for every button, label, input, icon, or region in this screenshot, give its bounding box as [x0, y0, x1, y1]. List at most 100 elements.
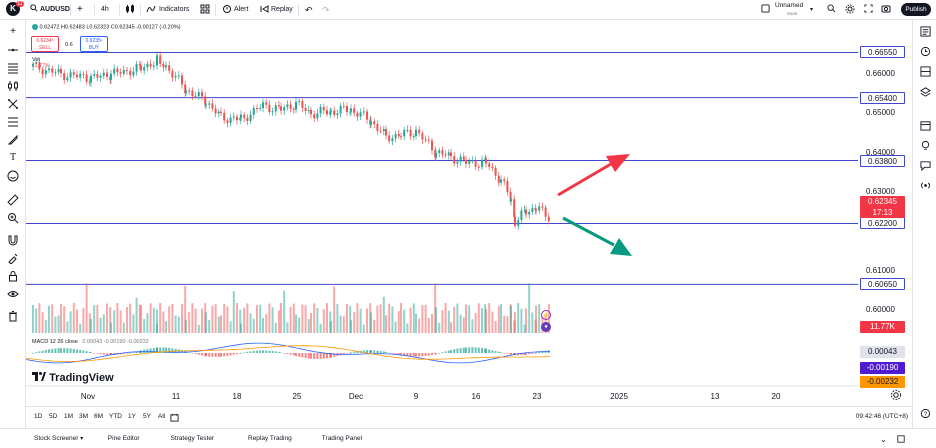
date-range-6m[interactable]: 6M: [94, 413, 104, 420]
redo-icon[interactable]: ↷: [322, 5, 330, 15]
volume-bar: [208, 319, 211, 333]
panel-tab-strategy-tester[interactable]: Strategy Tester: [170, 435, 215, 442]
emoji-icon[interactable]: [7, 170, 19, 182]
time-tick-label: 2025: [610, 392, 628, 401]
quick-search-icon[interactable]: [827, 4, 836, 16]
add-symbol-icon[interactable]: +: [77, 4, 83, 15]
layout-dropdown-icon[interactable]: ▾: [810, 7, 814, 13]
streams-icon[interactable]: [919, 180, 931, 192]
candle-body: [135, 64, 138, 72]
macd-histogram-bar: [481, 347, 483, 353]
help-icon[interactable]: ?: [919, 408, 931, 420]
buy-button[interactable]: 0.6235¹ BUY: [80, 36, 108, 52]
undo-icon[interactable]: ↶: [305, 5, 313, 15]
stay-in-drawing-mode-icon[interactable]: [7, 252, 19, 265]
volume-bar: [339, 315, 342, 333]
watchlist-icon[interactable]: [919, 26, 931, 38]
clock-timezone[interactable]: 09:42:46 (UTC+8): [855, 413, 908, 420]
interval-button[interactable]: 4h: [101, 6, 109, 13]
date-range-3m[interactable]: 3M: [79, 413, 89, 420]
collapse-panel-icon[interactable]: ⌄: [880, 435, 887, 444]
chart-settings-gear-icon[interactable]: [890, 389, 906, 403]
candle-body: [523, 209, 526, 211]
date-range-1d[interactable]: 1D: [34, 413, 43, 420]
alert-button[interactable]: Alert: [234, 6, 249, 13]
trash-icon[interactable]: [7, 310, 19, 322]
alert-icon[interactable]: [222, 4, 232, 16]
volume-bar: [313, 303, 316, 333]
chart-type-icon[interactable]: [125, 4, 135, 16]
indicators-button[interactable]: Indicators: [159, 6, 190, 13]
date-range-5y[interactable]: 5Y: [143, 413, 151, 420]
volume-bar: [205, 312, 207, 333]
alerts-clock-icon[interactable]: [919, 46, 931, 58]
macd-histogram-bar: [232, 353, 235, 355]
panel-tab-stock-screener[interactable]: Stock Screener ▾: [34, 435, 84, 442]
lock-icon[interactable]: [7, 270, 19, 282]
measure-ruler-icon[interactable]: [7, 194, 19, 206]
volume-bar: [397, 311, 400, 333]
macd-histogram-bar: [271, 350, 274, 353]
volume-bar: [450, 322, 452, 333]
volume-bar: [246, 303, 249, 333]
bearish-arrow-head[interactable]: [610, 238, 632, 256]
volume-bar: [177, 316, 180, 333]
panel-tab-trading-panel[interactable]: Trading Panel: [321, 435, 363, 442]
indicators-icon[interactable]: [146, 4, 156, 16]
replay-icon[interactable]: [259, 4, 269, 16]
panel-tab-pine-editor[interactable]: Pine Editor: [107, 435, 140, 442]
volume-bar: [412, 303, 415, 333]
date-range-1m[interactable]: 1M: [64, 413, 74, 420]
date-range-ytd[interactable]: YTD: [109, 413, 122, 420]
layout-checkbox-icon[interactable]: [761, 4, 770, 16]
price-chart[interactable]: [26, 20, 858, 392]
macd-histogram-bar: [534, 353, 537, 354]
sell-button[interactable]: 0.6234⁵ SELL: [31, 36, 59, 52]
replay-button[interactable]: Replay: [271, 6, 293, 13]
layout-name[interactable]: Unnamed Save: [775, 2, 804, 16]
magnet-icon[interactable]: [7, 234, 19, 246]
bullish-arrow-head[interactable]: [606, 154, 630, 172]
volume-bar: [301, 304, 304, 333]
macd-histogram-bar: [88, 351, 91, 353]
event-flag-icon[interactable]: ⚡: [541, 310, 551, 320]
bearish-arrow-shaft[interactable]: [562, 216, 615, 247]
candle-body: [459, 156, 462, 162]
date-range-5d[interactable]: 5D: [49, 413, 58, 420]
fullscreen-icon[interactable]: [864, 4, 873, 16]
zoom-in-icon[interactable]: [7, 212, 19, 224]
symbol-search-icon[interactable]: [30, 4, 38, 16]
fib-retracement-icon[interactable]: [7, 62, 19, 74]
publish-button[interactable]: Publish: [901, 3, 931, 16]
maximize-panel-icon[interactable]: [897, 435, 905, 445]
macd-histogram-bar: [409, 353, 412, 357]
macd-histogram-bar: [278, 351, 280, 353]
date-range-all[interactable]: All: [158, 413, 166, 420]
ideas-bulb-icon[interactable]: [919, 140, 931, 152]
hide-drawings-eye-icon[interactable]: [7, 288, 19, 300]
snapshot-camera-icon[interactable]: [881, 4, 891, 16]
trend-line-icon[interactable]: [7, 44, 19, 56]
goto-date-icon[interactable]: [170, 413, 179, 424]
bullish-arrow-shaft[interactable]: [557, 162, 612, 197]
calendar-icon[interactable]: [919, 120, 931, 132]
panel-tab-replay-trading[interactable]: Replay Trading: [248, 435, 292, 442]
chat-icon[interactable]: [919, 160, 931, 172]
volume-bar: [82, 307, 85, 333]
text-tool-icon[interactable]: T: [9, 152, 17, 163]
prediction-icon[interactable]: [7, 98, 19, 110]
geometric-shapes-icon[interactable]: [7, 116, 19, 128]
brush-icon[interactable]: [7, 134, 19, 146]
crosshair-icon[interactable]: +: [10, 26, 16, 37]
date-range-1y[interactable]: 1Y: [128, 413, 136, 420]
volume-bar: [488, 303, 491, 333]
economic-event-icon[interactable]: ●: [541, 322, 551, 332]
settings-gear-icon[interactable]: [845, 4, 855, 16]
patterns-icon[interactable]: [7, 80, 19, 92]
candle-body: [409, 129, 412, 137]
data-window-icon[interactable]: [919, 66, 931, 78]
news-icon[interactable]: [919, 86, 931, 98]
volume-bar: [366, 308, 368, 333]
templates-icon[interactable]: [200, 4, 210, 16]
symbol-name[interactable]: AUDUSD: [40, 6, 70, 13]
